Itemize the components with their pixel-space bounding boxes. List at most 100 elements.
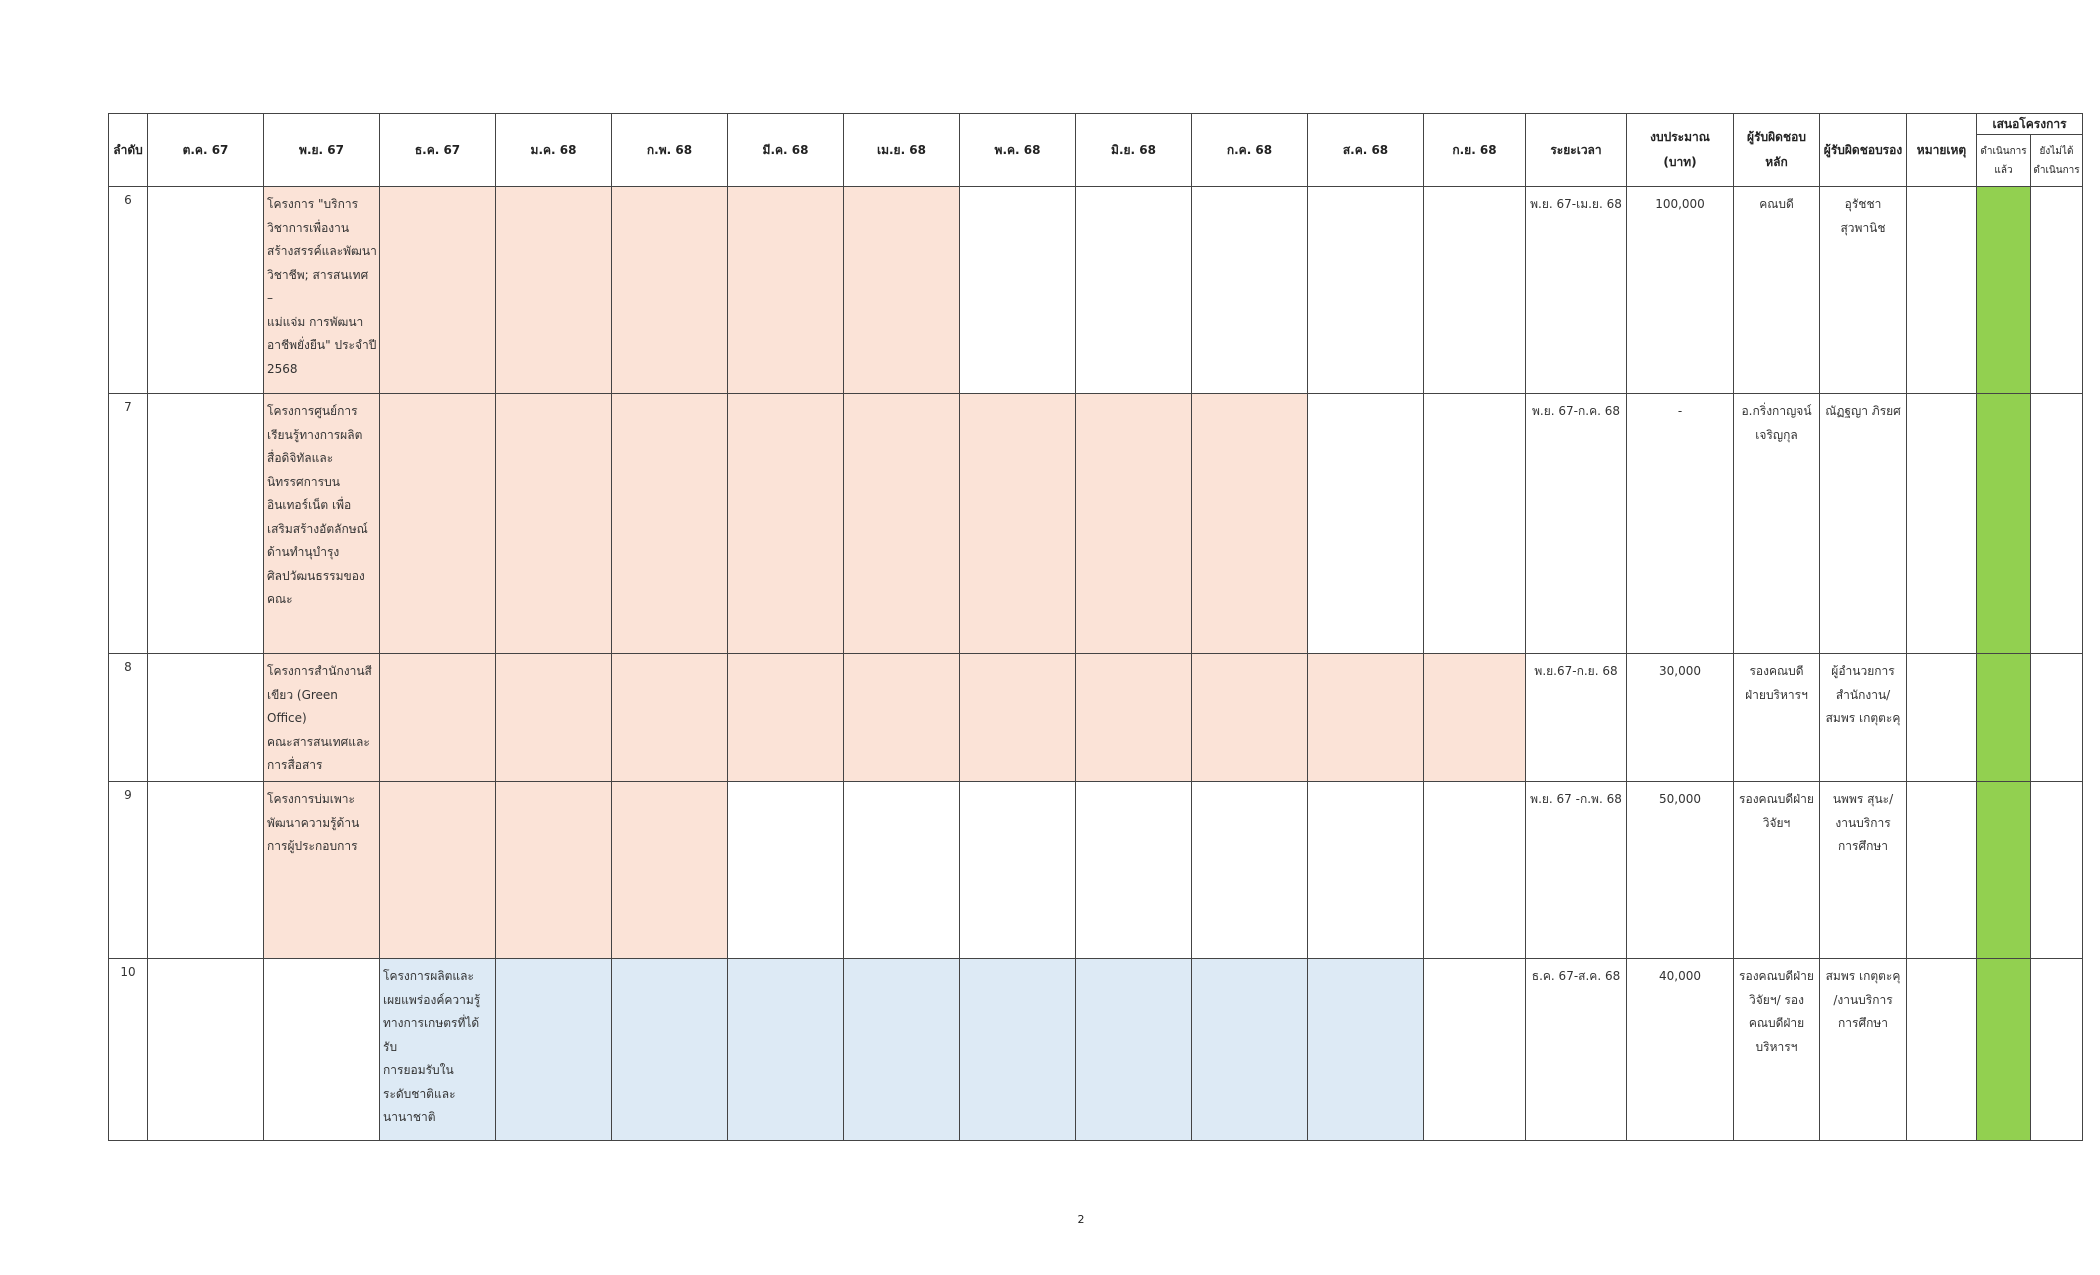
month-cell <box>843 186 960 394</box>
header-month: พ.ย. 67 <box>263 113 380 187</box>
header-done: ดำเนินการ แล้ว <box>1976 134 2031 187</box>
project-name-cell: โครงการศูนย์การ เรียนรู้ทางการผลิต สื่อดิจ… <box>263 393 380 654</box>
owner-secondary-line: /งานบริการ <box>1833 992 1893 1007</box>
header-month: ม.ค. 68 <box>495 113 612 187</box>
project-name-line: โครงการ "บริการ <box>267 197 359 211</box>
month-cell <box>379 781 496 959</box>
project-schedule-table: ลำดับ ต.ค. 67 พ.ย. 67 ธ.ค. 67 ม.ค. 68 ก.… <box>108 113 2083 1141</box>
project-name-line: โครงการสำนักงานสี <box>267 664 372 678</box>
header-month: มี.ค. 68 <box>727 113 844 187</box>
month-cell <box>611 186 728 394</box>
table-row: 6 โครงการ "บริการ วิชาการเพื่องาน สร้างสรรค… <box>108 186 2083 394</box>
project-name-line: ศิลปวัฒนธรรมของ <box>267 568 365 583</box>
header-proposal-group: เสนอโครงการ <box>1976 113 2083 135</box>
month-cell <box>727 653 844 782</box>
month-cell <box>495 186 612 394</box>
month-cell <box>379 186 496 394</box>
header-index: ลำดับ <box>108 113 148 187</box>
owner-secondary-cell: นพพร สุนะ/งานบริการ การศึกษา <box>1819 781 1907 959</box>
table-body: 6 โครงการ "บริการ วิชาการเพื่องาน สร้างสรรค… <box>108 186 2083 1141</box>
owner-secondary-line: การศึกษา <box>1838 1016 1888 1030</box>
header-owner-main-line1: ผู้รับผิดชอบ <box>1747 130 1806 144</box>
status-done-cell <box>1976 958 2031 1141</box>
owner-secondary-cell: ณัฏฐญา ภิรยศ <box>1819 393 1907 654</box>
month-cell <box>263 958 380 1141</box>
project-name-line: สื่อดิจิทัลและ <box>267 451 334 465</box>
owner-main-cell: อ.กริ่งกาญจน์ เจริญกุล <box>1733 393 1820 654</box>
owner-main-line: เจริญกุล <box>1755 427 1798 442</box>
status-done-cell <box>1976 781 2031 959</box>
month-cell <box>843 393 960 654</box>
project-name-line: ทางการเกษตรที่ได้รับ <box>383 1016 480 1054</box>
month-cell <box>959 186 1076 394</box>
budget-cell: 100,000 <box>1626 186 1734 394</box>
project-name-line: เขียว (Green Office) <box>267 687 338 726</box>
row-index: 10 <box>108 958 148 1141</box>
header-month: ก.ค. 68 <box>1191 113 1308 187</box>
project-name-line: นานาชาติ <box>383 1110 436 1124</box>
project-name-line: นิทรรศการบน <box>267 474 340 489</box>
owner-secondary-cell: ผู้อำนวยการ สำนักงาน/สมพร เกตุตะคุ <box>1819 653 1907 782</box>
owner-main-line: คณบดีฝ่าย <box>1748 1016 1805 1030</box>
header-owner-main-line2: หลัก <box>1765 155 1788 169</box>
header-not-done-line2: ดำเนินการ <box>2033 164 2080 176</box>
month-cell <box>1423 781 1526 959</box>
month-cell <box>959 653 1076 782</box>
budget-cell: 30,000 <box>1626 653 1734 782</box>
header-remark: หมายเหตุ <box>1906 113 1977 187</box>
header-month: มิ.ย. 68 <box>1075 113 1192 187</box>
project-name-line: สร้างสรรค์และพัฒนา <box>267 244 377 258</box>
month-cell <box>1191 958 1308 1141</box>
status-not-done-cell <box>2030 653 2083 782</box>
project-name-line: อินเทอร์เน็ต เพื่อ <box>267 498 352 512</box>
month-cell <box>843 958 960 1141</box>
status-not-done-cell <box>2030 781 2083 959</box>
header-month: เม.ย. 68 <box>843 113 960 187</box>
owner-main-cell: รองคณบดีฝ่าย วิจัยฯ <box>1733 781 1820 959</box>
header-done-line1: ดำเนินการ <box>1980 145 2027 157</box>
month-cell <box>611 781 728 959</box>
table-row: 8 โครงการสำนักงานสี เขียว (Green Office) คณ… <box>108 653 2083 782</box>
remark-cell <box>1906 958 1977 1141</box>
project-name-line: การสื่อสาร <box>267 758 323 772</box>
status-not-done-cell <box>2030 393 2083 654</box>
owner-secondary-line: ผู้อำนวยการ <box>1831 664 1895 678</box>
owner-secondary-line: นพพร สุนะ/ <box>1832 792 1894 806</box>
month-cell <box>1191 653 1308 782</box>
month-cell <box>495 393 612 654</box>
month-cell <box>959 958 1076 1141</box>
month-cell <box>1307 186 1424 394</box>
month-cell <box>147 958 264 1141</box>
month-cell <box>147 653 264 782</box>
owner-main-cell: รองคณบดี ฝ่ายบริหารฯ <box>1733 653 1820 782</box>
project-name-line: แม่แจ่ม การพัฒนา <box>267 314 364 329</box>
header-not-done: ยังไม่ได้ ดำเนินการ <box>2030 134 2083 187</box>
month-cell <box>727 958 844 1141</box>
page-number: 2 <box>1077 1213 1085 1226</box>
table-row: 9 โครงการบ่มเพาะ พัฒนาความรู้ด้าน การผู้ประ… <box>108 781 2083 959</box>
project-name-line: โครงการผลิตและ <box>383 969 474 983</box>
period-cell: พ.ย. 67-ก.ค. 68 <box>1525 393 1627 654</box>
status-not-done-cell <box>2030 958 2083 1141</box>
month-cell <box>147 186 264 394</box>
owner-secondary-line: งานบริการ <box>1835 815 1891 830</box>
month-cell <box>1191 393 1308 654</box>
remark-cell <box>1906 653 1977 782</box>
status-done-cell <box>1976 653 2031 782</box>
header-owner-main: ผู้รับผิดชอบ หลัก <box>1733 113 1820 187</box>
month-cell <box>1307 393 1424 654</box>
month-cell <box>611 653 728 782</box>
owner-secondary-cell: สมพร เกตุตะคุ /งานบริการ การศึกษา <box>1819 958 1907 1141</box>
project-name-line: คณะสารสนเทศและ <box>267 734 370 749</box>
header-budget-line1: งบประมาณ <box>1650 130 1710 144</box>
owner-main-line: ฝ่ายบริหารฯ <box>1745 687 1808 702</box>
remark-cell <box>1906 186 1977 394</box>
owner-main-line: บริหารฯ <box>1755 1039 1798 1054</box>
owner-secondary-cell: อุรัชชา สุวพานิช <box>1819 186 1907 394</box>
header-month: ต.ค. 67 <box>147 113 264 187</box>
header-budget-line2: (บาท) <box>1663 155 1697 169</box>
project-name-line: การยอมรับใน <box>383 1063 454 1077</box>
project-name-cell: โครงการสำนักงานสีเขียว (Green Office) คณะ… <box>263 653 380 782</box>
header-period: ระยะเวลา <box>1525 113 1627 187</box>
row-index: 6 <box>108 186 148 394</box>
